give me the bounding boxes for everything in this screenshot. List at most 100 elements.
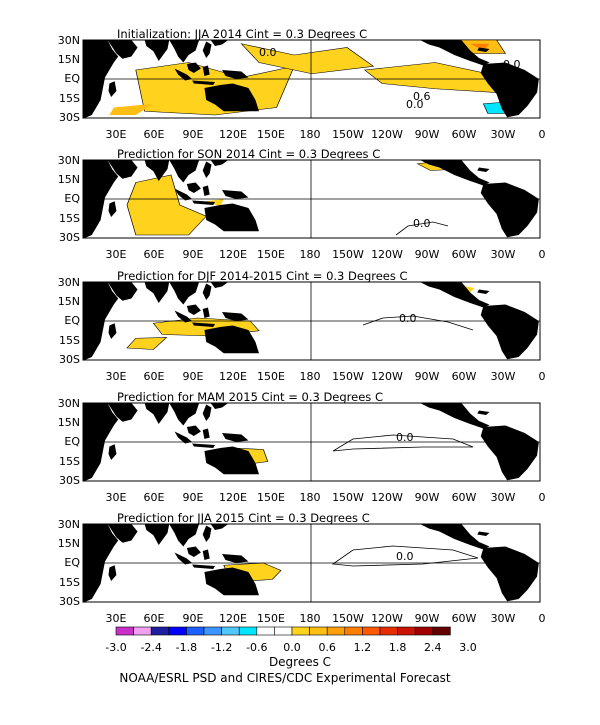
lon-label: 180 xyxy=(300,491,321,504)
lon-label: 150E xyxy=(257,491,285,504)
lat-label: 30N xyxy=(58,34,80,47)
lon-label: 60E xyxy=(144,491,165,504)
lon-label: 150E xyxy=(257,612,285,625)
colorbar-tick-label: -1.2 xyxy=(210,641,233,654)
lon-label: 0 xyxy=(539,612,546,625)
colorbar-swatch xyxy=(344,626,363,636)
lat-label: 15S xyxy=(59,334,80,347)
lat-label: 15S xyxy=(59,212,80,225)
lon-label: 90W xyxy=(415,370,440,383)
lon-label: 120W xyxy=(371,248,403,261)
lon-label: 150E xyxy=(257,248,285,261)
lon-label: 60W xyxy=(452,491,477,504)
colorbar-swatch xyxy=(150,626,170,636)
lat-label: EQ xyxy=(64,435,80,448)
lon-label: 90W xyxy=(415,248,440,261)
lat-label: 30N xyxy=(58,397,80,410)
map-panel-3: Prediction for DJF 2014-2015 Cint = 0.3 … xyxy=(82,269,541,361)
lon-label: 30W xyxy=(491,370,516,383)
lat-label: 15S xyxy=(59,576,80,589)
map-panel-4: Prediction for MAM 2015 Cint = 0.3 Degre… xyxy=(82,390,541,482)
lat-label: 30S xyxy=(59,231,80,244)
contour-label: 0.0 xyxy=(396,431,414,444)
lat-label: 30N xyxy=(58,154,80,167)
colorbar-tick-label: -0.6 xyxy=(246,641,268,654)
colorbar-tick-label: 2.4 xyxy=(424,641,442,654)
colorbar-tick-label: 0.0 xyxy=(283,641,301,654)
lon-label: 30E xyxy=(106,128,127,141)
colorbar-swatch xyxy=(168,626,187,636)
lon-label: 120W xyxy=(371,128,403,141)
contour-label: 0.0 xyxy=(399,312,417,325)
lon-label: 180 xyxy=(300,248,321,261)
colorbar-swatch xyxy=(186,626,205,636)
lon-label: 0 xyxy=(539,491,546,504)
lon-label: 30W xyxy=(491,612,516,625)
lon-label: 150E xyxy=(257,370,285,383)
colorbar-tick-label: 1.2 xyxy=(353,641,372,654)
lon-label: 30W xyxy=(491,128,516,141)
lon-label: 120E xyxy=(219,370,247,383)
credit-line: NOAA/ESRL PSD and CIRES/CDC Experimental… xyxy=(119,671,451,685)
lon-label: 120W xyxy=(371,491,403,504)
lon-label: 150W xyxy=(332,370,364,383)
lat-label: 15S xyxy=(59,455,80,468)
lon-label: 60E xyxy=(144,612,165,625)
lon-label: 120W xyxy=(371,370,403,383)
lon-label: 30E xyxy=(106,612,127,625)
colorbar-swatch xyxy=(397,626,416,636)
contour-label: 0.6 xyxy=(413,90,431,103)
lon-label: 60W xyxy=(452,248,477,261)
contour-label: 0.0 xyxy=(406,98,424,111)
colorbar-swatch xyxy=(274,626,293,636)
colorbar-swatch xyxy=(115,626,134,636)
colorbar-tick-label: 1.8 xyxy=(388,641,407,654)
colorbar-tick-label: 0.6 xyxy=(318,641,336,654)
contour-label: 0.0 xyxy=(413,217,431,230)
lon-label: 150W xyxy=(332,128,364,141)
colorbar-swatch xyxy=(256,626,275,636)
lon-label: 60E xyxy=(144,370,165,383)
colorbar-swatch xyxy=(432,626,451,636)
contour-label: 0.0 xyxy=(259,46,277,59)
lon-label: 150W xyxy=(332,612,364,625)
lon-label: 180 xyxy=(300,128,321,141)
panel-title: Prediction for JJA 2015 Cint = 0.3 Degre… xyxy=(117,511,370,525)
lon-label: 60W xyxy=(452,128,477,141)
colorbar-swatch xyxy=(203,626,222,636)
lon-label: 60E xyxy=(144,248,165,261)
units-label: Degrees C xyxy=(268,655,332,669)
lon-label: 90E xyxy=(183,128,204,141)
panel-title: Prediction for SON 2014 Cint = 0.3 Degre… xyxy=(117,147,380,161)
lon-label: 90E xyxy=(183,370,204,383)
lon-label: 60W xyxy=(452,370,477,383)
lat-label: EQ xyxy=(64,314,80,327)
lon-label: 120E xyxy=(219,128,247,141)
lon-label: 30W xyxy=(491,491,516,504)
lat-label: 30S xyxy=(59,111,80,124)
lon-label: 180 xyxy=(300,370,321,383)
lon-label: 30W xyxy=(491,248,516,261)
lon-label: 120E xyxy=(219,491,247,504)
colorbar-tick-label: -3.0 xyxy=(105,641,127,654)
lat-label: 15N xyxy=(58,295,80,308)
lon-label: 60W xyxy=(452,612,477,625)
lat-label: 15N xyxy=(58,173,80,186)
lat-label: 15N xyxy=(58,53,80,66)
lon-label: 120E xyxy=(219,612,247,625)
lon-label: 30E xyxy=(106,248,127,261)
panel-title: Prediction for MAM 2015 Cint = 0.3 Degre… xyxy=(117,390,383,404)
lon-label: 0 xyxy=(539,128,546,141)
lon-label: 0 xyxy=(539,370,546,383)
lat-label: 30S xyxy=(59,595,80,608)
lon-label: 120E xyxy=(219,248,247,261)
map-panel-2: Prediction for SON 2014 Cint = 0.3 Degre… xyxy=(82,147,541,239)
colorbar-swatch xyxy=(238,626,258,636)
lon-label: 90W xyxy=(415,491,440,504)
lon-label: 150E xyxy=(257,128,285,141)
panel-title: Prediction for DJF 2014-2015 Cint = 0.3 … xyxy=(117,269,408,283)
lat-label: 15N xyxy=(58,537,80,550)
lon-label: 60E xyxy=(144,128,165,141)
contour-label: 0.0 xyxy=(503,58,521,71)
